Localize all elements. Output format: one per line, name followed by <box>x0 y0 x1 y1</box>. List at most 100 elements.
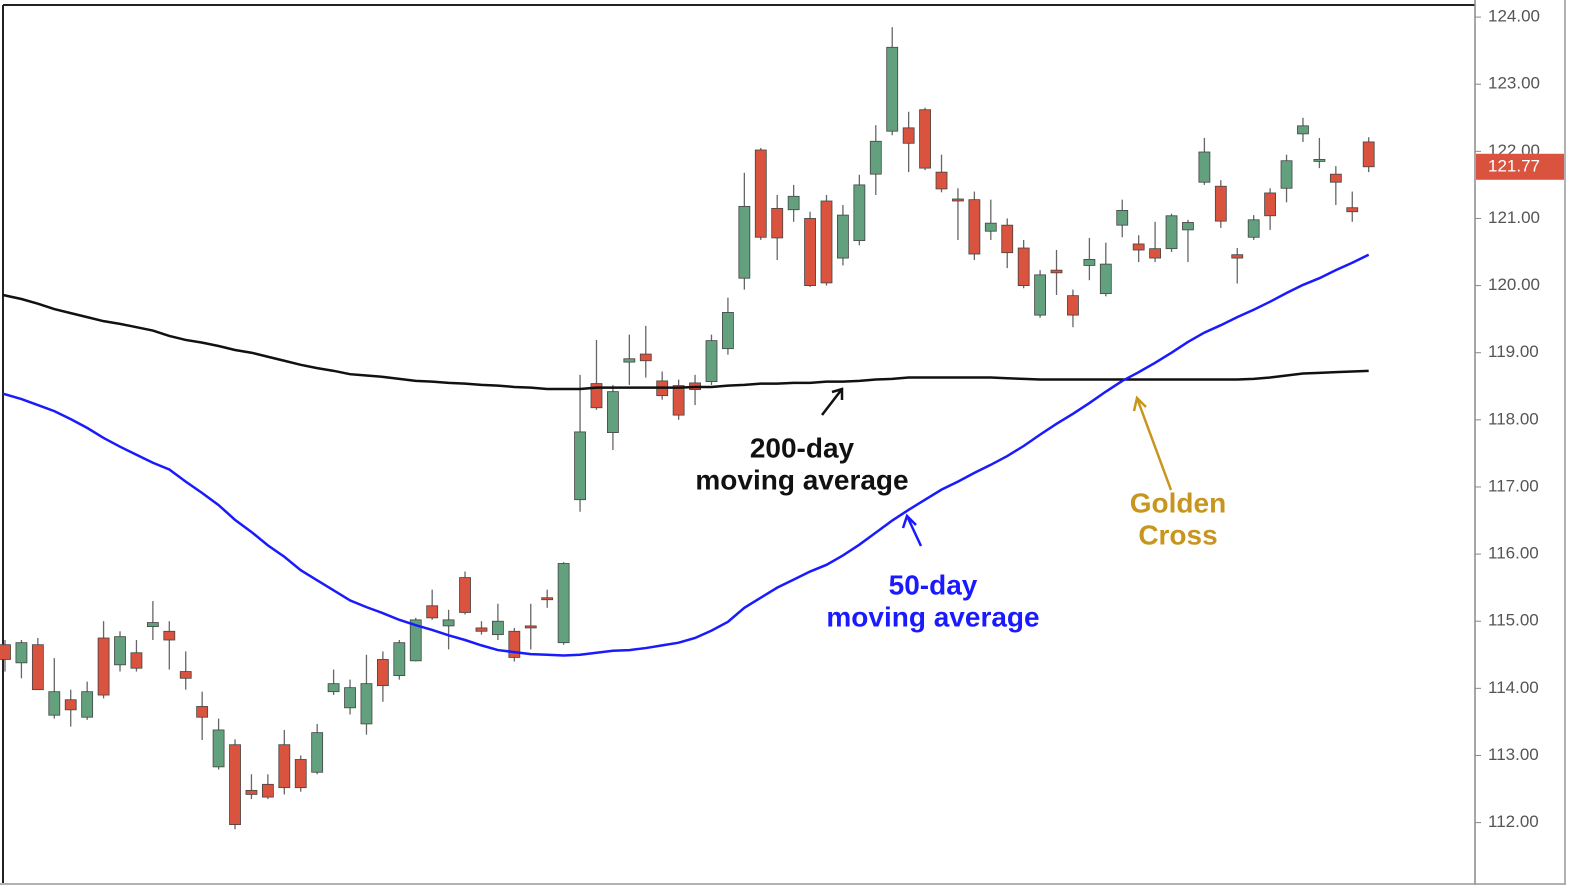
y-tick-label: 118.00 <box>1488 409 1539 428</box>
candle-body <box>0 644 11 660</box>
candle-body <box>639 353 652 362</box>
candle-body <box>163 630 176 641</box>
candle-body <box>179 671 192 679</box>
candle-body <box>1362 141 1375 168</box>
candle-body <box>771 207 784 239</box>
candle-body <box>311 732 324 773</box>
candle-body <box>804 218 816 286</box>
candle-body <box>1050 269 1063 274</box>
candle-body <box>459 577 471 613</box>
candle-body <box>1099 263 1112 295</box>
candle-body <box>1264 192 1277 217</box>
candle-body <box>130 652 143 669</box>
candle-body <box>1001 224 1014 254</box>
arrow-50 <box>901 513 923 547</box>
y-tick-label: 121.00 <box>1488 208 1540 227</box>
candle-body <box>705 340 718 382</box>
golden-cross-label: Golden <box>1130 487 1226 518</box>
candle-body <box>968 199 981 255</box>
y-tick-label: 113.00 <box>1488 745 1539 764</box>
ma50-label: moving average <box>826 601 1039 632</box>
candle-body <box>196 706 209 718</box>
candle-body <box>114 636 126 666</box>
y-tick-label: 112.00 <box>1488 812 1539 831</box>
candle-body <box>212 729 225 768</box>
y-axis: 112.00 113.00 114.00 115.00 116.00 117.00 118.… <box>1475 7 1540 831</box>
candle-body <box>722 312 734 350</box>
golden-cross-label: Cross <box>1138 519 1217 550</box>
ma50-label: 50-day <box>889 569 978 600</box>
candle-body <box>672 385 685 416</box>
candle-body <box>1083 259 1096 266</box>
candle-body <box>935 171 948 190</box>
moving-average-line <box>2 293 1369 391</box>
candle-body <box>508 630 521 658</box>
candle-body <box>426 605 439 619</box>
candle-body <box>15 642 28 664</box>
candle-body <box>607 391 619 433</box>
candle-body <box>360 683 373 725</box>
candle-body <box>984 222 997 232</box>
arrow-200 <box>821 387 844 416</box>
last-price-box <box>1476 153 1564 180</box>
candle-body <box>541 597 554 601</box>
candle-body <box>1017 247 1030 286</box>
candle-body <box>278 744 291 789</box>
candle-body <box>31 644 44 691</box>
candle-body <box>1297 125 1309 135</box>
candle-body <box>837 214 849 259</box>
candle-body <box>475 627 488 632</box>
ma200-label: 200-day <box>750 432 855 463</box>
candle-body <box>869 140 882 175</box>
candle-body <box>1067 295 1079 316</box>
y-tick-label: 123.00 <box>1488 74 1540 93</box>
candle-body <box>1280 160 1293 189</box>
candle-body <box>48 691 61 716</box>
candle-body <box>491 620 504 636</box>
candle-body <box>261 783 274 798</box>
candles <box>0 27 1375 830</box>
candle-body <box>97 637 110 696</box>
candle-body <box>754 149 767 238</box>
candle-body <box>524 625 537 629</box>
candle-body <box>393 642 406 676</box>
moving-average-line <box>2 253 1370 657</box>
y-tick-label: 124.00 <box>1488 7 1540 26</box>
last-price-label: 121.77 <box>1488 156 1540 175</box>
candle-body <box>146 622 159 627</box>
candle-body <box>853 184 866 242</box>
candle-body <box>1313 158 1326 162</box>
candle-body <box>1034 274 1046 316</box>
candle-body <box>64 699 77 711</box>
candle-body <box>344 687 356 709</box>
y-tick-label: 119.00 <box>1488 342 1539 361</box>
arrow-golden <box>1132 395 1173 491</box>
candle-body <box>1182 222 1194 231</box>
candle-body <box>81 691 94 718</box>
candle-body <box>229 744 241 826</box>
candle-body <box>1247 219 1260 238</box>
candle-body <box>919 109 931 169</box>
candle-body <box>1231 254 1244 259</box>
candle-body <box>409 619 422 662</box>
y-tick-label: 116.00 <box>1488 544 1539 563</box>
arrows <box>821 387 1173 547</box>
y-tick-label: 114.00 <box>1488 678 1539 697</box>
candle-body <box>738 205 751 279</box>
candle-body <box>557 563 570 644</box>
candle-body <box>1149 248 1161 259</box>
candle-body <box>886 46 899 132</box>
candle-body <box>1198 151 1211 183</box>
candle-body <box>952 198 964 202</box>
candle-body <box>294 759 307 789</box>
y-tick-label: 115.00 <box>1488 611 1539 630</box>
candle-body <box>1165 215 1178 250</box>
candle-body <box>574 431 586 501</box>
candle-body <box>787 195 800 211</box>
annotations: 200-day moving average 50-day moving ave… <box>695 432 1226 632</box>
candle-body <box>902 127 915 144</box>
candle-body <box>623 358 636 363</box>
candle-body <box>590 383 603 409</box>
